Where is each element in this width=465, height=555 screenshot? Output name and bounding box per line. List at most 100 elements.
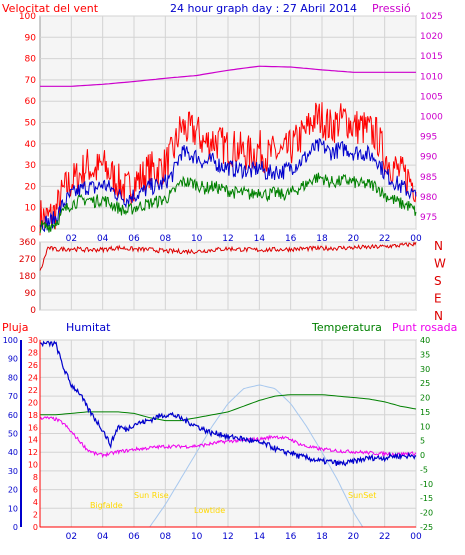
series-lull bbox=[39, 172, 417, 234]
wind-y-tick: 50 bbox=[25, 119, 37, 129]
humidity-y-tick: 60 bbox=[8, 411, 18, 420]
series-pressure bbox=[40, 65, 416, 87]
humidity-y-tick: 40 bbox=[8, 448, 18, 457]
x-tick-label: 04 bbox=[97, 532, 109, 542]
rain-y-tick: 10 bbox=[28, 461, 38, 470]
temperature-y-tick: -20 bbox=[420, 509, 433, 518]
dir-y-tick: 90 bbox=[25, 289, 37, 299]
rain-y-tick: 12 bbox=[28, 448, 38, 457]
bigfalde-label: Bigfalde bbox=[90, 501, 123, 510]
chart-title: 24 hour graph day : 27 Abril 2014 bbox=[170, 2, 357, 15]
rain-y-tick: 2 bbox=[33, 511, 38, 520]
wind-y-tick: 20 bbox=[25, 182, 37, 192]
pressure-y-tick: 975 bbox=[420, 213, 437, 223]
annotations-group: Bigfalde Sun Rise Lowtide SunSet bbox=[90, 491, 376, 515]
wind-speed-label: Velocitat del vent bbox=[2, 2, 99, 15]
temperature-y-tick: -25 bbox=[420, 523, 433, 532]
temperature-y-tick: -5 bbox=[420, 465, 428, 474]
direction-grid bbox=[40, 241, 417, 311]
wind-y-tick: 40 bbox=[25, 140, 37, 150]
dir-y-tick: 360 bbox=[19, 238, 36, 248]
x-tick-label: 10 bbox=[191, 234, 203, 244]
sunrise-label: Sun Rise bbox=[134, 491, 169, 500]
wind-y-tick: 70 bbox=[25, 76, 37, 86]
humidity-y-tick: 50 bbox=[8, 430, 18, 439]
rain-y-tick: 28 bbox=[28, 348, 38, 357]
humidity-y-tick: 10 bbox=[8, 504, 18, 513]
rain-y-tick: 8 bbox=[33, 473, 38, 482]
wind-y-tick: 90 bbox=[25, 33, 37, 43]
x-tick-label: 10 bbox=[191, 532, 203, 542]
x-tick-label: 00 bbox=[410, 234, 422, 244]
temperature-y-tick: -15 bbox=[420, 494, 433, 503]
dir-y-tick: 0 bbox=[30, 306, 36, 316]
x-tick-label: 00 bbox=[410, 532, 422, 542]
temperature-y-tick: 5 bbox=[420, 437, 425, 446]
x-tick-label: 22 bbox=[379, 532, 390, 542]
pressure-y-tick: 1005 bbox=[420, 92, 443, 102]
pressure-y-tick: 985 bbox=[420, 173, 437, 183]
x-tick-label: 22 bbox=[379, 234, 390, 244]
rain-y-tick: 20 bbox=[28, 398, 38, 407]
rain-y-tick: 30 bbox=[28, 336, 38, 345]
series-direction bbox=[39, 241, 417, 271]
temperature-y-tick: 25 bbox=[420, 379, 430, 388]
humidity-series-group bbox=[39, 340, 417, 528]
pressure-y-tick: 1000 bbox=[420, 112, 443, 122]
humidity-y-tick: 100 bbox=[3, 336, 18, 345]
humidity-y-tick: 80 bbox=[8, 373, 18, 382]
humidity-y-tick: 20 bbox=[8, 486, 18, 495]
compass-label: W bbox=[434, 257, 446, 271]
rain-label: Pluja bbox=[2, 321, 28, 334]
x-tick-label: 06 bbox=[128, 532, 140, 542]
temperature-label: Temperatura bbox=[311, 321, 382, 334]
compass-label: N bbox=[434, 309, 443, 323]
temperature-y-tick: 40 bbox=[420, 336, 430, 345]
wind-y-tick: 100 bbox=[19, 12, 36, 22]
rain-y-tick: 18 bbox=[28, 411, 38, 420]
series-humidity bbox=[39, 340, 417, 467]
temperature-y-tick: 20 bbox=[420, 394, 430, 403]
series-dewpoint bbox=[39, 416, 417, 459]
x-tick-label: 16 bbox=[285, 532, 297, 542]
pressure-y-tick: 1025 bbox=[420, 12, 443, 22]
humidity-y-tick: 70 bbox=[8, 392, 18, 401]
x-tick-label: 14 bbox=[254, 234, 266, 244]
rain-y-tick: 24 bbox=[28, 373, 38, 382]
sunset-label: SunSet bbox=[348, 491, 376, 500]
humidity-y-tick: 0 bbox=[13, 523, 18, 532]
wind-series-group bbox=[39, 65, 417, 236]
pressure-y-tick: 1020 bbox=[420, 32, 443, 42]
wind-grid bbox=[40, 15, 417, 230]
temperature-y-tick: 35 bbox=[420, 350, 430, 359]
pressure-y-tick: 990 bbox=[420, 153, 437, 163]
wind-y-tick: 0 bbox=[30, 225, 36, 235]
x-tick-label: 02 bbox=[66, 234, 77, 244]
pressure-y-tick: 980 bbox=[420, 193, 437, 203]
humidity-label: Humitat bbox=[66, 321, 111, 334]
series-avg bbox=[39, 138, 417, 233]
humidity-y-tick: 30 bbox=[8, 467, 18, 476]
x-tick-label: 20 bbox=[348, 532, 360, 542]
x-tick-label: 20 bbox=[348, 234, 360, 244]
x-tick-label: 12 bbox=[222, 234, 233, 244]
x-tick-label: 12 bbox=[222, 532, 233, 542]
rain-y-tick: 26 bbox=[28, 361, 38, 370]
dir-y-tick: 270 bbox=[19, 255, 36, 265]
temperature-y-tick: -10 bbox=[420, 480, 433, 489]
wind-y-tick: 60 bbox=[25, 97, 37, 107]
lowtide-label: Lowtide bbox=[194, 506, 225, 515]
rain-y-tick: 14 bbox=[28, 436, 38, 445]
compass-label: E bbox=[434, 292, 442, 306]
x-tick-label: 16 bbox=[285, 234, 297, 244]
humidity-grid bbox=[40, 339, 417, 528]
direction-series-group bbox=[39, 241, 417, 271]
pressure-y-tick: 995 bbox=[420, 133, 437, 143]
series-solar bbox=[149, 384, 364, 528]
rain-y-tick: 6 bbox=[33, 486, 38, 495]
x-tick-label: 18 bbox=[316, 234, 328, 244]
humidity-axes: 0102030405060708090100024681012141618202… bbox=[3, 336, 433, 542]
x-tick-label: 04 bbox=[97, 234, 109, 244]
